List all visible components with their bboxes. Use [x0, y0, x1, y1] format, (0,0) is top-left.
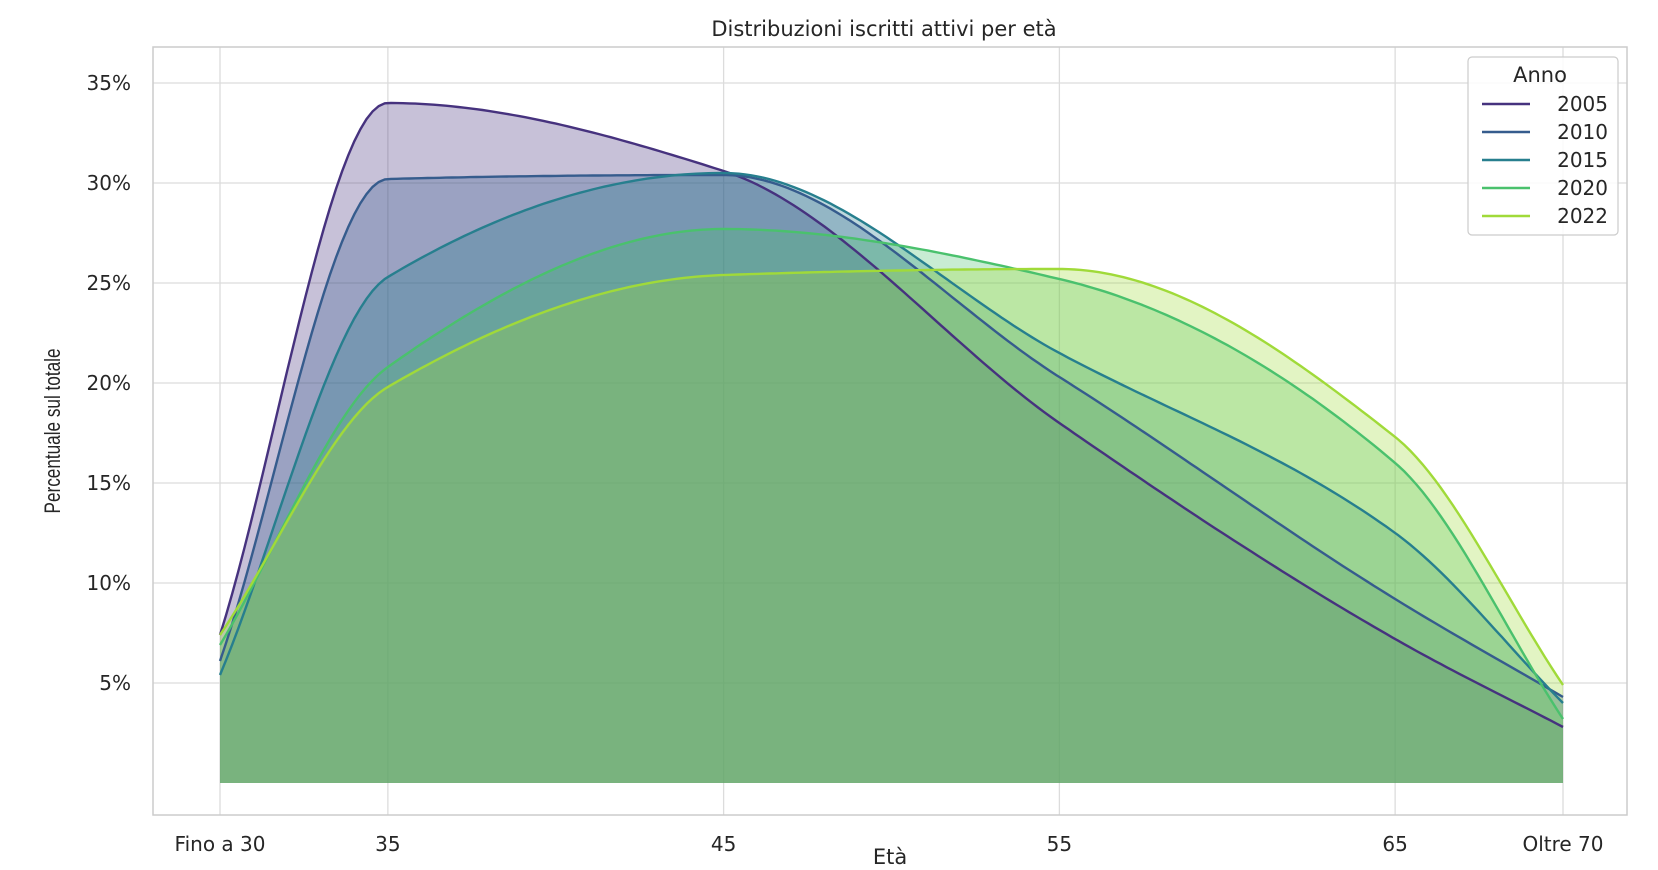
series-areas	[220, 103, 1563, 783]
x-tick-label: 55	[1047, 832, 1072, 856]
series-line-2015	[218, 171, 1564, 704]
series-line-2010	[218, 173, 1564, 699]
series-area-2022	[220, 269, 1563, 783]
legend-items: 2005 2010 2015 2020 2022	[1482, 92, 1608, 228]
y-tick-label: 35%	[87, 71, 131, 95]
legend-label-2010: 2010	[1557, 120, 1608, 144]
x-tick-label: Fino a 30	[175, 832, 266, 856]
x-tick-label: 35	[375, 832, 400, 856]
legend-label-2005: 2005	[1557, 92, 1608, 116]
series-line-2005	[218, 101, 1564, 729]
series-line-2022	[218, 267, 1565, 686]
chart-title: Distribuzioni iscritti attivi per età	[711, 17, 1056, 41]
x-axis-title: Età	[873, 845, 907, 869]
plot-frame	[152, 46, 1628, 816]
series-area-2010	[220, 175, 1563, 783]
y-tick-label: 20%	[87, 371, 131, 395]
series-area-2015	[220, 173, 1563, 783]
legend-label-2020: 2020	[1557, 176, 1608, 200]
plot-background	[153, 47, 1627, 815]
x-tick-label: 65	[1382, 832, 1407, 856]
y-tick-label: 30%	[87, 171, 131, 195]
series-area-2020	[220, 229, 1563, 783]
legend-box	[1467, 56, 1619, 236]
y-tick-labels: 5% 10% 15% 20% 25% 30% 35%	[87, 71, 131, 695]
series-line-2020	[218, 227, 1565, 720]
grid	[153, 47, 1627, 815]
y-tick-label: 5%	[99, 671, 131, 695]
y-axis-title: Percentuale sul totale	[41, 348, 66, 513]
legend-label-2015: 2015	[1557, 148, 1608, 172]
series-lines	[218, 101, 1565, 729]
x-tick-label: 45	[711, 832, 736, 856]
series-area-2005	[220, 103, 1563, 783]
y-tick-label: 10%	[87, 571, 131, 595]
x-tick-labels: Fino a 30 35 45 55 65 Oltre 70	[175, 832, 1604, 856]
y-tick-label: 25%	[87, 271, 131, 295]
y-tick-label: 15%	[87, 471, 131, 495]
legend-title: Anno	[1513, 63, 1567, 87]
x-tick-label: Oltre 70	[1522, 832, 1603, 856]
legend: Anno 2005 2010 2015 2020 2022	[1467, 56, 1619, 236]
legend-label-2022: 2022	[1557, 204, 1608, 228]
